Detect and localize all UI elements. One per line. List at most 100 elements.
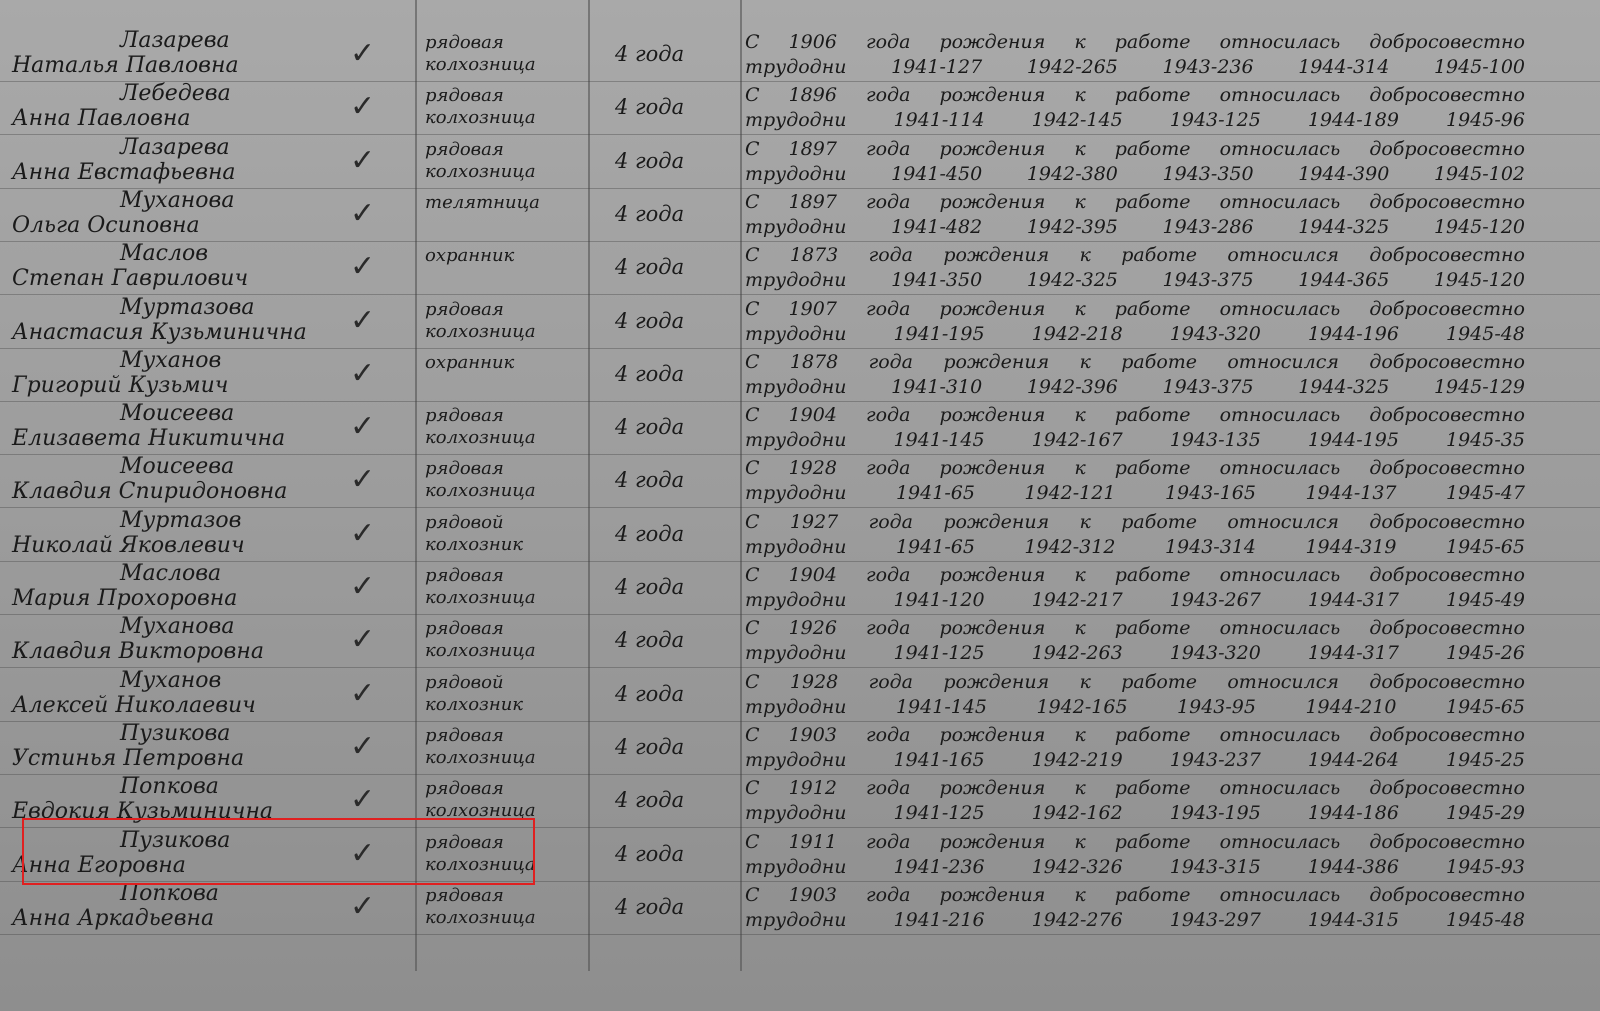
surname: Моисеева <box>120 454 235 480</box>
workday-entry: 1942-325 <box>1026 269 1118 292</box>
term: 4 года <box>615 361 685 386</box>
surname: Лазарева <box>120 28 230 53</box>
description-line: С 1904 года рождения к работе относилась… <box>745 404 1525 427</box>
description-line: С 1897 года рождения к работе относилась… <box>745 137 1525 160</box>
given-names: Анна Аркадьевна <box>12 905 215 931</box>
term: 4 года <box>615 308 685 333</box>
workdays: трудодни 1941-482 1942-395 1943-286 1944-325… <box>745 215 1525 240</box>
term: 4 года <box>615 575 685 599</box>
check-mark: ✓ <box>350 888 376 924</box>
given-names: Наталья Павловна <box>12 53 239 78</box>
position-line: колхозница <box>425 427 536 449</box>
surname: Пузикова <box>120 827 231 853</box>
workdays-label: трудодни <box>745 215 847 238</box>
position-line: рядовая <box>425 138 504 160</box>
record-row: Пузикова Устинья Петровна ✓ рядовая колхозни… <box>0 721 1600 775</box>
workdays: трудодни 1941-120 1942-217 1943-267 1944-317… <box>745 588 1525 613</box>
description: С 1928 года рождения к работе относилась… <box>745 456 1525 506</box>
check-mark: ✓ <box>350 195 376 231</box>
record-row: Муханова Ольга Осиповна ✓ телятница 4 года С … <box>0 188 1600 242</box>
workday-entry: 1941-127 <box>891 56 983 78</box>
record-row: Муханов Григорий Кузьмич ✓ охранник 4 года С … <box>0 348 1600 402</box>
given-names: Анастасия Кузьминична <box>12 319 307 345</box>
description: С 1906 года рождения к работе относилась… <box>745 30 1525 80</box>
record-row: Муртазов Николай Яковлевич ✓ рядовой колхозн… <box>0 508 1600 562</box>
given-names: Анна Евстафьевна <box>12 159 236 185</box>
given-names: Алексей Николаевич <box>12 692 256 718</box>
description: С 1897 года рождения к работе относилась… <box>745 137 1525 187</box>
check-mark: ✓ <box>350 462 376 498</box>
workdays-label: трудодни <box>745 429 847 452</box>
workday-entry: 1941-482 <box>891 215 983 238</box>
description: С 1903 года рождения к работе относилась… <box>745 883 1525 933</box>
workday-entry: 1945-49 <box>1445 589 1525 611</box>
workdays: трудодни 1941-310 1942-396 1943-375 1944-325… <box>745 375 1525 400</box>
workday-entry: 1945-65 <box>1446 695 1525 718</box>
description-line: С 1927 года рождения к работе относился … <box>745 510 1525 533</box>
workdays-label: трудодни <box>745 642 847 665</box>
surname: Маслова <box>120 561 222 586</box>
description-line: С 1912 года рождения к работе относилась… <box>745 777 1525 800</box>
term: 4 года <box>615 148 685 173</box>
description-line: С 1903 года рождения к работе относилась… <box>745 883 1525 906</box>
workdays: трудодни 1941-216 1942-276 1943-297 1944-315… <box>745 908 1525 933</box>
workday-entry: 1944-317 <box>1307 642 1399 665</box>
check-mark: ✓ <box>350 835 376 871</box>
workdays: трудодни 1941-145 1942-165 1943-95 1944-210 1… <box>745 695 1525 720</box>
highlight-box <box>22 818 535 885</box>
given-names: Клавдия Спиридоновна <box>12 479 288 505</box>
position-line: охранник <box>425 245 515 267</box>
workday-entry: 1945-25 <box>1445 748 1525 771</box>
description: С 1912 года рождения к работе относилась… <box>745 776 1525 826</box>
workday-entry: 1941-350 <box>891 269 983 292</box>
position: охранник <box>425 352 585 374</box>
term: 4 года <box>615 201 685 226</box>
record-row: Моисеева Елизавета Никитична ✓ рядовая колхо… <box>0 401 1600 456</box>
position: телятница <box>425 192 585 214</box>
term: 4 года <box>615 521 685 546</box>
position: рядовая колхозница <box>425 778 585 822</box>
term: 4 года <box>615 681 685 706</box>
position-line: рядовая <box>425 831 504 853</box>
check-mark: ✓ <box>350 728 376 764</box>
position-line: колхозница <box>425 853 536 875</box>
record-row: Пузикова Анна Егоровна ✓ рядовая колхозница 4… <box>0 828 1600 882</box>
position-line: рядовая <box>425 884 504 906</box>
description-line: С 1904 года рождения к работе относилась… <box>745 564 1525 586</box>
term: 4 года <box>615 255 685 280</box>
workday-entry: 1945-102 <box>1433 162 1525 185</box>
position-line: колхозница <box>425 800 536 822</box>
position: рядовая колхозница <box>425 832 585 876</box>
position-line: колхозница <box>425 320 536 342</box>
surname: Муханов <box>120 347 222 373</box>
position-line: колхозница <box>425 107 536 129</box>
workday-entry: 1942-396 <box>1026 375 1118 398</box>
workday-entry: 1944-319 <box>1305 535 1397 558</box>
record-row: Лазарева Наталья Павловна ✓ рядовая колхозни… <box>0 28 1600 82</box>
workdays: трудодни 1941-145 1942-167 1943-135 1944-195… <box>745 428 1525 453</box>
workday-entry: 1943-314 <box>1164 535 1256 558</box>
workday-entry: 1941-165 <box>893 748 985 771</box>
position-line: колхозник <box>425 533 524 555</box>
workday-entry: 1945-100 <box>1433 56 1525 78</box>
surname: Муханова <box>120 614 235 640</box>
surname: Лазарева <box>120 134 230 160</box>
workday-entry: 1942-165 <box>1036 695 1128 718</box>
workday-entry: 1941-216 <box>893 908 985 931</box>
workday-entry: 1942-167 <box>1031 429 1123 452</box>
description-line: С 1873 года рождения к работе относился … <box>745 244 1525 267</box>
description: С 1927 года рождения к работе относился … <box>745 510 1525 560</box>
workday-entry: 1945-65 <box>1446 535 1525 558</box>
workday-entry: 1944-189 <box>1307 109 1399 132</box>
workdays-label: трудодни <box>745 375 847 398</box>
position: рядовая колхозница <box>425 885 585 929</box>
workday-entry: 1944-325 <box>1298 375 1390 398</box>
position-line: колхозница <box>425 160 536 182</box>
position-line: колхозница <box>425 640 536 662</box>
workday-entry: 1944-386 <box>1307 855 1399 878</box>
workdays: трудодни 1941-65 1942-312 1943-314 1944-319 1… <box>745 535 1525 560</box>
surname: Муханова <box>120 187 235 213</box>
workday-entry: 1944-365 <box>1298 269 1390 292</box>
position: рядовая колхозница <box>425 139 585 183</box>
workday-entry: 1941-125 <box>893 642 985 665</box>
